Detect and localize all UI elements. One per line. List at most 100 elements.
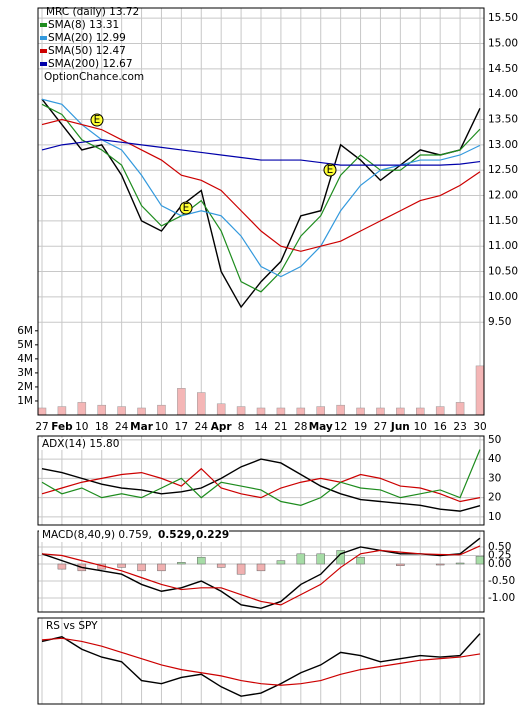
macd-histogram-bar <box>197 556 206 565</box>
volume-bar <box>77 402 87 416</box>
x-tick-label: 19 <box>354 421 367 433</box>
earnings-label: E <box>94 114 101 126</box>
series-line <box>41 98 481 309</box>
macd-histogram-bar <box>117 563 126 568</box>
y2-tick-label: 4M <box>17 353 33 365</box>
macd-histogram-bar <box>57 563 67 570</box>
y-tick-label: 11.50 <box>488 215 518 227</box>
volume-bar <box>376 407 385 416</box>
macd-histogram-bar <box>455 562 465 565</box>
legend-swatch <box>40 23 47 27</box>
volume-bar <box>216 403 226 416</box>
series-line <box>41 633 481 697</box>
x-tick-label: 14 <box>254 421 268 433</box>
x-tick-label: 10 <box>414 421 427 433</box>
y-tick-label: -1.00 <box>488 592 515 604</box>
earnings-marker <box>179 201 193 215</box>
macd-histogram-bar <box>316 553 325 565</box>
y-tick-label: 15.50 <box>488 12 518 24</box>
volume-bar <box>475 365 485 416</box>
volume-bar <box>236 406 246 416</box>
earnings-label: E <box>327 164 334 176</box>
macd-histogram-bar <box>256 563 266 572</box>
legend-label: SMA(8) 13.31 <box>48 19 119 31</box>
volume-bar <box>435 406 445 416</box>
y-tick-label: 0.25 <box>488 550 511 562</box>
y-tick-label: 10.50 <box>488 266 518 278</box>
earnings-marker <box>90 113 104 127</box>
y-tick-label: 15.00 <box>488 37 518 49</box>
macd-histogram-bar <box>236 563 246 575</box>
volume-bar <box>336 404 345 416</box>
signal-label: 0.529, <box>158 529 195 541</box>
y2-tick-label: 3M <box>17 367 33 379</box>
y-tick-label: 14.00 <box>488 88 518 100</box>
macd-histogram-bar <box>157 563 166 572</box>
panel-frame <box>37 7 485 416</box>
y-tick-label: 13.00 <box>488 139 518 151</box>
macd-histogram-bar <box>216 563 226 568</box>
x-tick-label: 16 <box>433 421 447 433</box>
x-tick-label: 10 <box>155 421 168 433</box>
histogram-label: 0.229 <box>196 529 229 541</box>
series-line <box>41 449 481 506</box>
volume-bar <box>197 392 206 416</box>
series-line <box>41 637 481 686</box>
macd-histogram-bar <box>137 563 146 572</box>
legend-swatch <box>40 49 47 53</box>
x-tick-label: Feb <box>51 421 73 433</box>
x-tick-label: Jun <box>390 421 410 433</box>
y-tick-label: 13.50 <box>488 114 518 126</box>
legend-label: SMA(20) 12.99 <box>48 32 126 44</box>
y-tick-label: 14.50 <box>488 63 518 75</box>
earnings-marker <box>323 163 337 177</box>
volume-bar <box>256 407 266 416</box>
x-tick-label: Mar <box>130 421 154 433</box>
y-tick-label: 10 <box>488 511 501 523</box>
chart-title: MRC (daily) 13.72 <box>46 6 139 18</box>
volume-bar <box>296 407 306 416</box>
title-bg <box>39 529 229 542</box>
x-tick-label: 27 <box>374 421 387 433</box>
panel-frame <box>37 617 485 705</box>
volume-bar <box>396 407 405 416</box>
macd-histogram-bar <box>276 560 286 565</box>
watermark: OptionChance.com <box>44 71 144 83</box>
y2-tick-label: 2M <box>17 381 33 393</box>
y2-tick-label: 6M <box>17 325 33 337</box>
macd-histogram-bar <box>475 555 485 565</box>
series-line <box>41 545 481 606</box>
series-line <box>41 139 481 166</box>
x-tick-label: 30 <box>473 421 486 433</box>
panel-title: RS vs SPY <box>46 620 98 632</box>
x-tick-label: Apr <box>211 421 233 433</box>
series-line <box>41 98 481 278</box>
y-tick-label: 11.00 <box>488 240 518 252</box>
volume-bar <box>177 388 186 416</box>
series-line <box>41 458 481 512</box>
volume-bar <box>356 407 365 416</box>
x-tick-label: 24 <box>195 421 209 433</box>
title-bg <box>39 438 109 450</box>
volume-bar <box>117 406 126 416</box>
volume-bar <box>157 404 166 416</box>
panel-title: ADX(14) 15.80 <box>42 438 119 450</box>
y-tick-label: 0.00 <box>488 558 511 570</box>
macd-histogram-bar <box>435 563 445 566</box>
volume-bar <box>57 406 67 416</box>
series-line <box>41 467 481 503</box>
x-tick-label: 21 <box>274 421 287 433</box>
y-tick-label: 9.50 <box>488 316 511 328</box>
x-tick-label: 8 <box>238 421 245 433</box>
y-tick-label: 20 <box>488 492 501 504</box>
legend-swatch <box>40 36 47 40</box>
volume-bar <box>137 407 146 416</box>
x-tick-label: 23 <box>453 421 466 433</box>
y2-tick-label: 5M <box>17 339 33 351</box>
panel-title: MACD(8,40,9) 0.759, <box>42 529 152 541</box>
macd-histogram-bar <box>396 563 405 566</box>
volume-bar <box>37 407 47 416</box>
volume-bar <box>455 402 465 416</box>
